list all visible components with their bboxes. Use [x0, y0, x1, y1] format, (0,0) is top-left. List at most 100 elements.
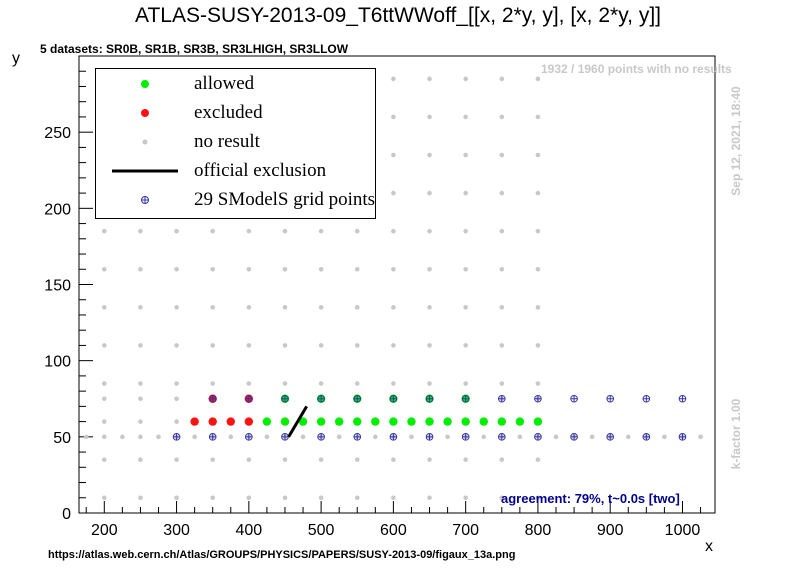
no-result-point: [535, 457, 541, 462]
no-result-point: [463, 76, 468, 82]
no-result-point: [499, 381, 505, 386]
no-result-point: [174, 457, 179, 462]
allowed-point: [298, 417, 308, 426]
no-result-point: [101, 343, 107, 348]
allowed-point: [262, 417, 272, 426]
x-tick-label: 500: [308, 522, 335, 539]
official-exclusion-line: [287, 405, 308, 438]
no-result-point: [318, 457, 324, 462]
grid-point: [497, 394, 506, 403]
grid-point: [208, 433, 217, 441]
no-result-point: [499, 495, 505, 501]
grid-point: [534, 433, 542, 441]
no-result-point: [282, 266, 288, 272]
no-result-point: [138, 495, 143, 501]
no-result-point: [282, 305, 288, 310]
no-result-point: [499, 76, 505, 82]
allowed-point: [497, 417, 506, 426]
grid-point: [245, 394, 253, 403]
no-result-point: [391, 343, 396, 348]
legend-label: allowed: [194, 73, 255, 94]
no-result-point: [427, 76, 432, 82]
allowed-point: [280, 417, 290, 426]
no-result-count: 1932 / 1960 points with no results: [541, 62, 732, 76]
grid-point: [534, 394, 542, 403]
no-result-point: [210, 266, 216, 272]
no-result-point: [427, 190, 432, 196]
no-result-point: [138, 396, 143, 402]
x-tick-label: 400: [235, 522, 262, 539]
no-result-point: [138, 343, 143, 348]
grid-point: [245, 433, 253, 441]
no-result-point: [499, 152, 505, 158]
no-result-point: [499, 114, 505, 120]
no-result-point: [535, 495, 541, 501]
no-result-point: [463, 495, 468, 501]
no-result-point: [101, 495, 107, 501]
no-result-point: [499, 305, 505, 310]
no-result-point: [445, 434, 450, 440]
no-result-point: [101, 457, 107, 462]
no-result-point: [318, 381, 324, 386]
legend-label: 29 SModelS grid points: [194, 189, 376, 210]
allowed-point: [316, 417, 326, 426]
legend-label: no result: [194, 131, 260, 152]
no-result-point: [138, 305, 143, 310]
no-result-point: [318, 495, 324, 501]
no-result-point: [354, 343, 360, 348]
no-result-point: [174, 396, 179, 402]
grid-point: [678, 394, 687, 403]
grid-point: [678, 433, 687, 441]
grid-point: [208, 394, 217, 403]
no-result-point: [210, 381, 216, 386]
no-result-point: [427, 457, 432, 462]
no-result-point: [156, 434, 161, 440]
no-result-point: [210, 228, 216, 234]
no-result-point: [391, 495, 396, 501]
no-result-point: [391, 76, 396, 82]
no-result-point: [409, 434, 414, 440]
no-result-point: [391, 114, 396, 120]
smodels-grid-points: [172, 394, 687, 441]
grid-point: [461, 394, 470, 403]
grid-point: [425, 433, 434, 441]
no-result-point: [463, 190, 468, 196]
x-tick-label: 900: [597, 522, 624, 539]
no-result-point: [391, 228, 396, 234]
no-result-point: [174, 266, 179, 272]
y-axis-label: y: [12, 50, 20, 67]
no-result-point: [481, 434, 487, 440]
no-result-point: [427, 114, 432, 120]
no-result-point: [499, 228, 505, 234]
grid-point: [461, 433, 470, 441]
no-result-point: [427, 495, 432, 501]
legend: allowed excluded no result official excl…: [95, 68, 376, 219]
no-result-point: [336, 434, 342, 440]
no-result-point: [318, 228, 324, 234]
no-result-point: [101, 305, 107, 310]
x-tick-label: 600: [380, 522, 407, 539]
excluded-point: [190, 417, 199, 426]
no-result-point: [210, 305, 216, 310]
excluded-point: [244, 417, 254, 426]
allowed-point: [425, 417, 434, 426]
allowed-point: [461, 417, 470, 426]
no-result-point: [354, 266, 360, 272]
no-result-point: [174, 228, 179, 234]
no-result-point: [101, 419, 107, 424]
grid-point-marker-icon: [141, 196, 149, 204]
no-result-point: [264, 434, 270, 440]
no-result-point: [101, 228, 107, 234]
no-result-point: [138, 434, 143, 440]
no-result-point: [210, 495, 216, 501]
no-result-point: [499, 457, 505, 462]
y-tick-label: 0: [62, 506, 71, 523]
allowed-point: [443, 417, 452, 426]
no-result-point: [354, 305, 360, 310]
legend-item-grid-points: 29 SModelS grid points: [96, 186, 375, 215]
allowed-point: [407, 417, 416, 426]
no-result-point: [282, 381, 288, 386]
exclusion-line-icon: [112, 169, 178, 173]
grid-point: [317, 433, 325, 441]
